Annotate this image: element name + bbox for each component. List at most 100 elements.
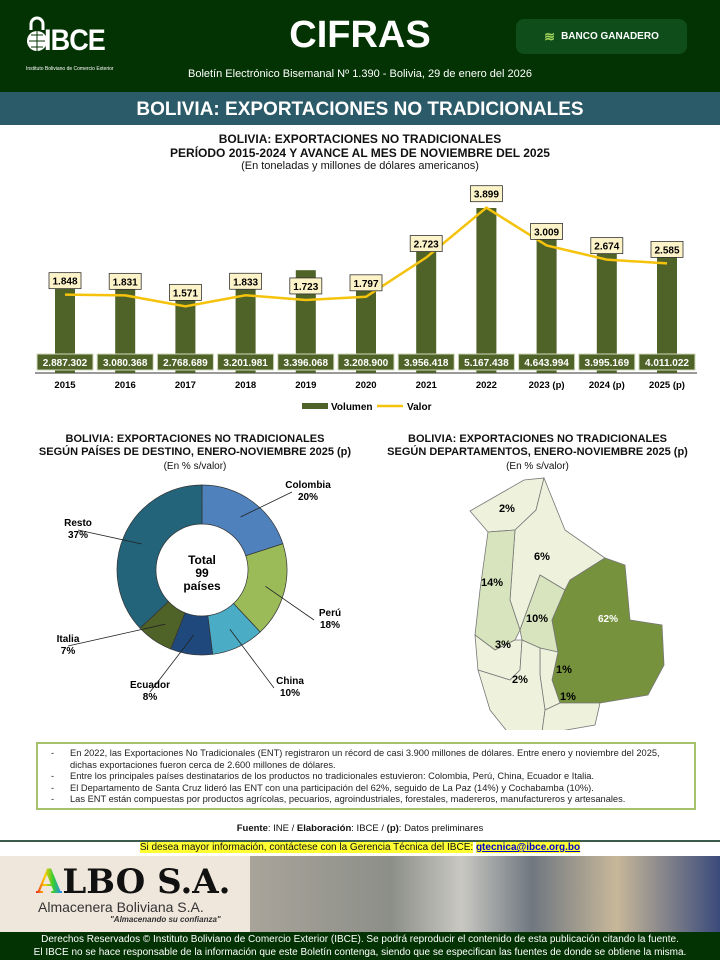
donut-center-text: países bbox=[183, 579, 221, 593]
bank-logo-icon: ≋ bbox=[544, 28, 556, 44]
valor-label-box bbox=[48, 272, 82, 290]
slice-value: 18% bbox=[320, 620, 340, 631]
valor-label: 1.723 bbox=[293, 282, 318, 293]
slice-label: Ecuador bbox=[130, 680, 170, 691]
x-tick-label: 2021 bbox=[416, 380, 438, 391]
albo-logo: ALBO S.A. bbox=[36, 862, 231, 902]
bar-chart-subtitle: PERÍODO 2015-2024 Y AVANCE AL MES DE NOV… bbox=[170, 146, 550, 160]
volume-label: 2.887.302 bbox=[43, 358, 88, 369]
volume-label: 3.208.900 bbox=[344, 358, 389, 369]
volume-bar bbox=[175, 292, 196, 373]
divider bbox=[0, 840, 720, 842]
slice-value: 8% bbox=[143, 692, 158, 703]
map-label: 3% bbox=[495, 639, 511, 651]
volume-bar bbox=[115, 281, 136, 373]
map-units: (En % s/valor) bbox=[506, 461, 569, 472]
summary-bullets: En 2022, las Exportaciones No Tradiciona… bbox=[36, 742, 696, 810]
valor-label-box bbox=[289, 277, 323, 295]
ad-company-name: Almacenera Boliviana S.A. bbox=[38, 899, 204, 915]
volume-label: 5.167.438 bbox=[464, 358, 509, 369]
valor-label-box bbox=[530, 223, 563, 240]
x-tick-label: 2015 bbox=[54, 380, 76, 391]
volume-label-box bbox=[96, 353, 154, 371]
valor-label-box bbox=[409, 235, 443, 252]
volume-label: 4.011.022 bbox=[645, 358, 689, 369]
bullet-item: El Departamento de Santa Cruz lideró las… bbox=[48, 783, 684, 795]
volume-label-box bbox=[397, 353, 455, 371]
slice-label: China bbox=[276, 676, 304, 687]
slice-label: Colombia bbox=[285, 480, 331, 491]
valor-label: 2.723 bbox=[414, 240, 439, 251]
valor-label: 1.848 bbox=[52, 277, 77, 288]
map-label: 2% bbox=[512, 674, 528, 686]
volume-label: 3.396.068 bbox=[284, 358, 329, 369]
x-tick-label: 2025 (p) bbox=[649, 380, 685, 391]
contact-line: Si desea mayor información, contáctese c… bbox=[139, 842, 581, 853]
valor-label: 1.833 bbox=[233, 277, 258, 288]
volume-bar bbox=[55, 288, 75, 373]
x-tick-label: 2017 bbox=[175, 380, 196, 391]
valor-label: 1.797 bbox=[353, 279, 378, 290]
ad-slogan: "Almacenando su confianza" bbox=[110, 915, 221, 924]
valor-label: 1.831 bbox=[113, 277, 138, 288]
volume-bar bbox=[536, 226, 557, 373]
x-tick-label: 2022 bbox=[476, 380, 497, 391]
volume-label: 3.956.418 bbox=[404, 358, 449, 369]
volume-label: 4.643.994 bbox=[524, 358, 569, 369]
volume-bar bbox=[295, 270, 316, 373]
volume-label: 3.201.981 bbox=[223, 358, 268, 369]
sponsor-logo: ≋ BANCO GANADERO bbox=[516, 19, 687, 54]
valor-label-box bbox=[349, 274, 383, 292]
pie-chart-units: (En % s/valor) bbox=[163, 461, 227, 472]
pie-chart-title: BOLIVIA: EXPORTACIONES NO TRADICIONALES bbox=[65, 433, 325, 445]
x-tick-label: 2019 bbox=[295, 380, 316, 391]
leader-line bbox=[67, 623, 166, 647]
volume-bar bbox=[476, 208, 497, 373]
valor-label-box bbox=[469, 185, 503, 203]
valor-label: 2.585 bbox=[654, 245, 679, 256]
leader-line bbox=[229, 629, 275, 689]
ibce-logo: IBCE Instituto Boliviano de Comercio Ext… bbox=[26, 14, 126, 74]
volume-bar bbox=[416, 250, 437, 373]
footer: Derechos Reservados © Instituto Bolivian… bbox=[0, 932, 720, 960]
x-tick-label: 2024 (p) bbox=[589, 380, 625, 391]
bullet-item: En 2022, las Exportaciones No Tradiciona… bbox=[48, 748, 684, 771]
bar-chart-units: (En toneladas y millones de dólares amer… bbox=[241, 160, 479, 172]
leader-line bbox=[265, 585, 315, 621]
x-tick-label: 2020 bbox=[355, 380, 376, 391]
map-label: 62% bbox=[598, 614, 618, 625]
valor-label: 3.899 bbox=[474, 190, 499, 201]
section-title: BOLIVIA: EXPORTACIONES NO TRADICIONALES bbox=[0, 92, 720, 125]
globe-lock-icon bbox=[27, 16, 47, 51]
volume-label-box bbox=[36, 353, 94, 371]
map-label: 10% bbox=[526, 613, 548, 625]
valor-label-box bbox=[229, 272, 263, 290]
map-region-tarija bbox=[541, 702, 601, 730]
map-label: 1% bbox=[560, 691, 576, 703]
volume-label: 3.080.368 bbox=[103, 358, 148, 369]
slice-value: 37% bbox=[68, 530, 88, 541]
slice-label: Resto bbox=[64, 518, 92, 529]
leader-line bbox=[149, 634, 195, 693]
volume-bar bbox=[356, 276, 376, 373]
donut-center-text: Total bbox=[188, 553, 216, 567]
bullet-item: Entre los principales países destinatari… bbox=[48, 771, 684, 783]
x-tick-label: 2016 bbox=[115, 380, 136, 391]
bar-line-chart: 2.887.302 2015 3.080.368 2016 2.768.689 2017 3… bbox=[35, 185, 697, 413]
donut-center-text: 99 bbox=[195, 566, 209, 580]
volume-label-box bbox=[457, 353, 515, 371]
volume-label-box bbox=[337, 353, 395, 371]
volume-label-box bbox=[156, 353, 214, 371]
page-title: CIFRAS bbox=[289, 14, 431, 56]
map-region-potosi bbox=[477, 639, 546, 730]
valor-label-box bbox=[590, 237, 624, 255]
valor-label: 3.009 bbox=[534, 227, 559, 238]
x-tick-label: 2023 (p) bbox=[529, 380, 565, 391]
map-label: 14% bbox=[481, 577, 503, 589]
email-link[interactable]: gtecnica@ibce.org.bo bbox=[475, 842, 581, 853]
x-tick-label: 2018 bbox=[235, 380, 256, 391]
valor-line bbox=[64, 206, 668, 308]
legend-valor-label: Valor bbox=[407, 402, 432, 413]
donut-slice bbox=[201, 484, 284, 557]
